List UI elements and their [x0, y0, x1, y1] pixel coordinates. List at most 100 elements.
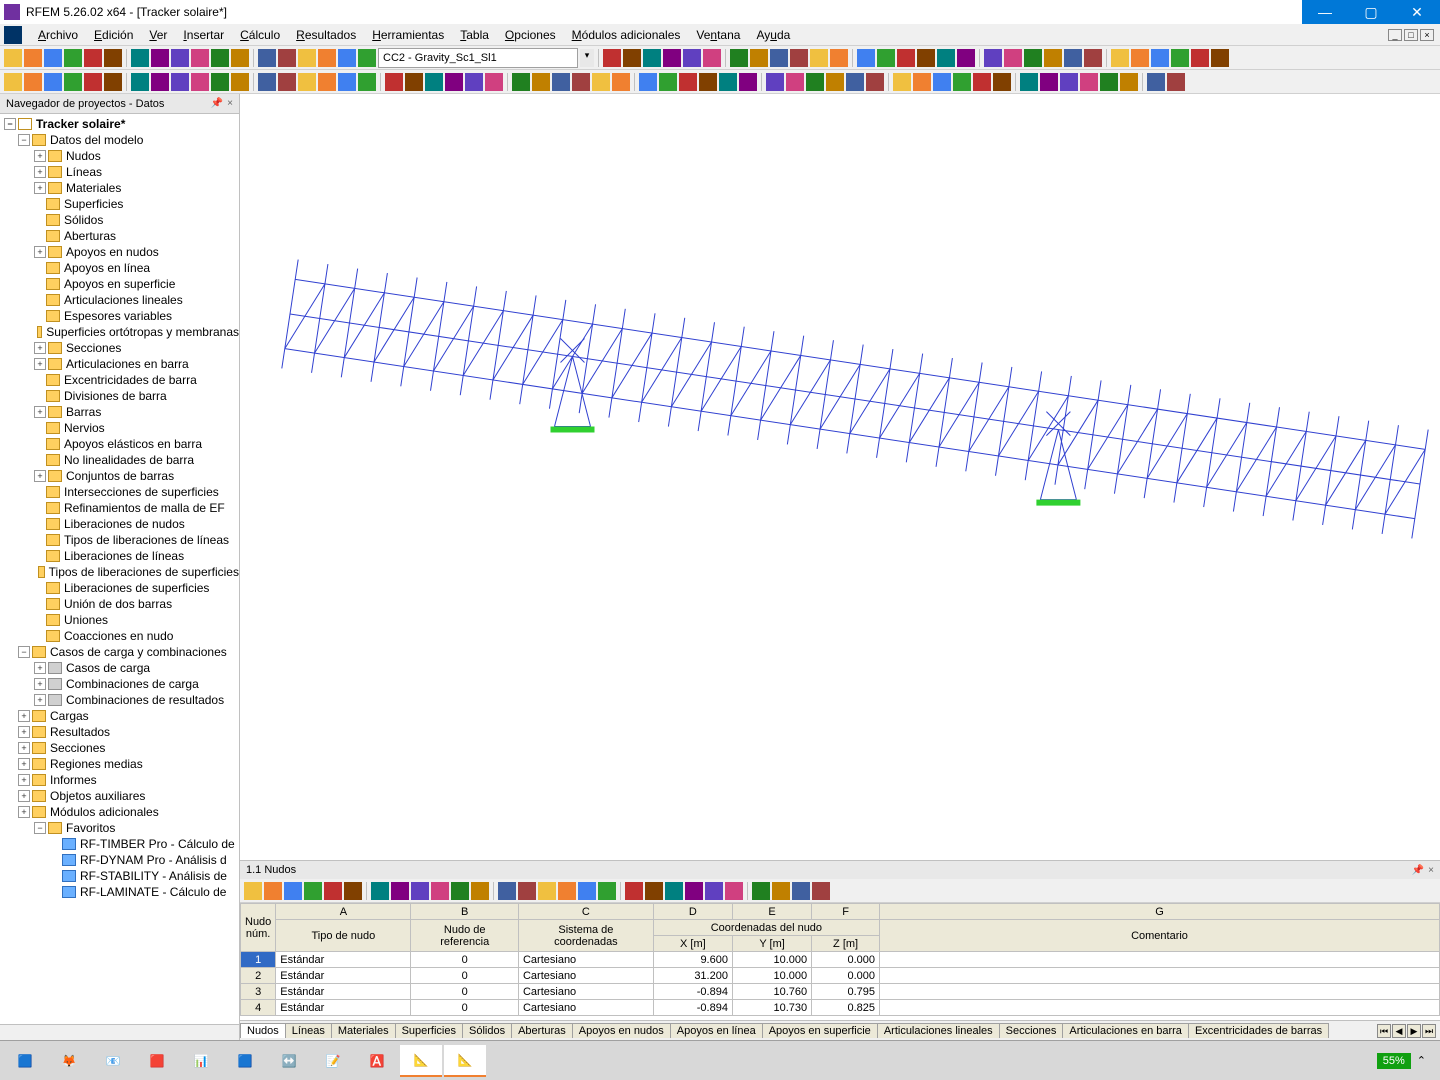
toolbar-button[interactable] — [1111, 49, 1129, 67]
task-app2[interactable]: 📊 — [180, 1045, 222, 1077]
toolbar-button[interactable] — [703, 49, 721, 67]
toolbar-button[interactable] — [518, 882, 536, 900]
toolbar-button[interactable] — [1084, 49, 1102, 67]
toolbar-button[interactable] — [1147, 73, 1165, 91]
tree-node[interactable]: Unión de dos barras — [0, 596, 239, 612]
tree-node[interactable]: Excentricidades de barra — [0, 372, 239, 388]
toolbar-button[interactable] — [425, 73, 443, 91]
tree-node[interactable]: +Objetos auxiliares — [0, 788, 239, 804]
toolbar-button[interactable] — [810, 49, 828, 67]
toolbar-button[interactable] — [953, 73, 971, 91]
toolbar-button[interactable] — [211, 73, 229, 91]
toolbar-button[interactable] — [471, 882, 489, 900]
toolbar-button[interactable] — [64, 49, 82, 67]
toolbar-button[interactable] — [766, 73, 784, 91]
tree-node[interactable]: +Secciones — [0, 340, 239, 356]
model-canvas[interactable] — [240, 94, 1440, 860]
table-tab[interactable]: Líneas — [285, 1023, 332, 1038]
table-pin-icon[interactable]: 📌 — [1412, 865, 1424, 876]
toolbar-button[interactable] — [338, 73, 356, 91]
toolbar-button[interactable] — [603, 49, 621, 67]
table-tab[interactable]: Apoyos en línea — [670, 1023, 763, 1038]
toolbar-button[interactable] — [665, 882, 683, 900]
toolbar-button[interactable] — [659, 73, 677, 91]
col-e[interactable]: E — [732, 904, 811, 920]
toolbar-button[interactable] — [104, 49, 122, 67]
toolbar-button[interactable] — [812, 882, 830, 900]
toolbar-button[interactable] — [770, 49, 788, 67]
toolbar-button[interactable] — [244, 882, 262, 900]
tray-chevron-icon[interactable]: ⌃ — [1417, 1054, 1426, 1067]
task-teamviewer[interactable]: ↔️ — [268, 1045, 310, 1077]
menu-ventana[interactable]: Ventana — [688, 26, 748, 44]
toolbar-button[interactable] — [1060, 73, 1078, 91]
task-firefox[interactable]: 🦊 — [48, 1045, 90, 1077]
toolbar-button[interactable] — [1167, 73, 1185, 91]
toolbar-button[interactable] — [725, 882, 743, 900]
toolbar-button[interactable] — [683, 49, 701, 67]
tree-node[interactable]: +Módulos adicionales — [0, 804, 239, 820]
menu-calculo[interactable]: Cálculo — [232, 26, 288, 44]
task-rfem1[interactable]: 📐 — [400, 1045, 442, 1077]
toolbar-button[interactable] — [973, 73, 991, 91]
toolbar-button[interactable] — [792, 882, 810, 900]
col-a[interactable]: A — [276, 904, 411, 920]
toolbar-button[interactable] — [191, 73, 209, 91]
col-b[interactable]: B — [411, 904, 519, 920]
tab-nav-button[interactable]: ⏭ — [1422, 1024, 1436, 1038]
mdi-max[interactable]: □ — [1404, 29, 1418, 41]
toolbar-button[interactable] — [451, 882, 469, 900]
tree-node[interactable]: +Nudos — [0, 148, 239, 164]
navigator-scrollbar[interactable] — [0, 1024, 239, 1040]
col-c[interactable]: C — [518, 904, 653, 920]
toolbar-button[interactable] — [131, 73, 149, 91]
tree-node[interactable]: +Conjuntos de barras — [0, 468, 239, 484]
tree-node[interactable]: Tipos de liberaciones de líneas — [0, 532, 239, 548]
toolbar-button[interactable] — [1211, 49, 1229, 67]
toolbar-button[interactable] — [993, 73, 1011, 91]
menu-modulos[interactable]: Módulos adicionales — [564, 26, 689, 44]
toolbar-button[interactable] — [431, 882, 449, 900]
col-d[interactable]: D — [653, 904, 732, 920]
tree-node[interactable]: +Casos de carga — [0, 660, 239, 676]
table-tab[interactable]: Articulaciones lineales — [877, 1023, 1000, 1038]
tree-node[interactable]: Tipos de liberaciones de superficies — [0, 564, 239, 580]
toolbar-button[interactable] — [578, 882, 596, 900]
col-f[interactable]: F — [812, 904, 880, 920]
toolbar-button[interactable] — [612, 73, 630, 91]
toolbar-button[interactable] — [1171, 49, 1189, 67]
table-tab[interactable]: Excentricidades de barras — [1188, 1023, 1329, 1038]
toolbar-button[interactable] — [750, 49, 768, 67]
tree-node[interactable]: +Materiales — [0, 180, 239, 196]
tree-node[interactable]: RF-STABILITY - Análisis de — [0, 868, 239, 884]
toolbar-button[interactable] — [806, 73, 824, 91]
tree-node[interactable]: Apoyos en línea — [0, 260, 239, 276]
tray-percent[interactable]: 55% — [1377, 1053, 1411, 1069]
task-outlook[interactable]: 📧 — [92, 1045, 134, 1077]
task-s[interactable]: 🟦 — [224, 1045, 266, 1077]
toolbar-button[interactable] — [730, 49, 748, 67]
toolbar-button[interactable] — [705, 882, 723, 900]
toolbar-button[interactable] — [957, 49, 975, 67]
toolbar-button[interactable] — [772, 882, 790, 900]
tree-node[interactable]: Coacciones en nudo — [0, 628, 239, 644]
toolbar-button[interactable] — [465, 73, 483, 91]
toolbar-button[interactable] — [84, 49, 102, 67]
toolbar-button[interactable] — [857, 49, 875, 67]
toolbar-button[interactable] — [1044, 49, 1062, 67]
toolbar-button[interactable] — [786, 73, 804, 91]
tree-node[interactable]: Aberturas — [0, 228, 239, 244]
loadcase-dropdown-icon[interactable]: ▾ — [580, 49, 594, 67]
toolbar-button[interactable] — [411, 882, 429, 900]
tree-node[interactable]: −Favoritos — [0, 820, 239, 836]
toolbar-button[interactable] — [1004, 49, 1022, 67]
toolbar-button[interactable] — [171, 73, 189, 91]
loadcase-combo[interactable]: CC2 - Gravity_Sc1_Sl1 — [378, 48, 578, 68]
table-row[interactable]: 4Estándar0Cartesiano-0.89410.7300.825 — [241, 1000, 1440, 1016]
toolbar-button[interactable] — [538, 882, 556, 900]
tree-node[interactable]: No linealidades de barra — [0, 452, 239, 468]
table-row[interactable]: 3Estándar0Cartesiano-0.89410.7600.795 — [241, 984, 1440, 1000]
toolbar-button[interactable] — [171, 49, 189, 67]
toolbar-button[interactable] — [318, 73, 336, 91]
tree-node[interactable]: Refinamientos de malla de EF — [0, 500, 239, 516]
